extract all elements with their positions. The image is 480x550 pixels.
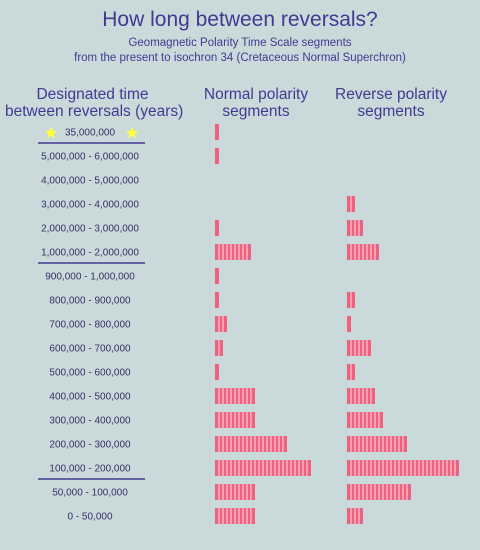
time-column-header-line-1: Designated time: [36, 86, 149, 103]
bar-normal: [215, 316, 227, 332]
row-label: 2,000,000 - 3,000,000: [41, 224, 139, 235]
row-label: 50,000 - 100,000: [52, 488, 128, 499]
bar-reverse: [347, 508, 363, 524]
reverse-column-header-line-2: segments: [357, 103, 425, 120]
bar-normal: [215, 460, 311, 476]
row-label: 700,000 - 800,000: [49, 320, 131, 331]
reverse-column-header-line-1: Reverse polarity: [335, 86, 447, 103]
bar-reverse: [347, 220, 363, 236]
row-label: 0 - 50,000: [67, 512, 112, 523]
chart-subtitle-line-2: from the present to isochron 34 (Cretace…: [74, 52, 406, 64]
row-label: 600,000 - 700,000: [49, 344, 131, 355]
row-label: 35,000,000: [65, 128, 115, 139]
normal-column-header-line-1: Normal polarity: [203, 86, 309, 103]
bar-reverse: [347, 388, 375, 404]
bar-reverse: [347, 484, 411, 500]
row-label: 400,000 - 500,000: [49, 392, 131, 403]
bar-reverse: [347, 364, 355, 380]
bar-normal: [215, 268, 219, 284]
bar-normal: [215, 124, 219, 140]
bar-normal: [215, 148, 219, 164]
row-label: 3,000,000 - 4,000,000: [41, 200, 139, 211]
row-label: 100,000 - 200,000: [49, 464, 131, 475]
bar-reverse: [347, 412, 383, 428]
bar-normal: [215, 340, 223, 356]
row-label: 4,000,000 - 5,000,000: [41, 176, 139, 187]
bar-reverse: [347, 436, 407, 452]
chart-title: How long between reversals?: [102, 8, 378, 31]
bar-normal: [215, 508, 255, 524]
row-label: 800,000 - 900,000: [49, 296, 131, 307]
time-column-header: Designated time between reversals (years…: [5, 86, 184, 120]
bar-normal: [215, 412, 255, 428]
row-label: 500,000 - 600,000: [49, 368, 131, 379]
row-label: 5,000,000 - 6,000,000: [41, 152, 139, 163]
bar-normal: [215, 364, 219, 380]
bar-reverse: [347, 460, 459, 476]
bar-normal: [215, 220, 219, 236]
bar-reverse: [347, 340, 371, 356]
row-label: 1,000,000 - 2,000,000: [41, 248, 139, 259]
star-icon-left: [44, 126, 58, 139]
normal-column-header-line-2: segments: [222, 103, 290, 120]
row-label: 300,000 - 400,000: [49, 416, 131, 427]
row-label: 900,000 - 1,000,000: [45, 272, 135, 283]
bar-normal: [215, 436, 287, 452]
bar-reverse: [347, 316, 351, 332]
row-label: 200,000 - 300,000: [49, 440, 131, 451]
time-column-header-line-2: between reversals (years): [5, 103, 184, 120]
bar-normal: [215, 484, 255, 500]
bar-normal: [215, 388, 255, 404]
normal-column-header: Normal polarity segments: [196, 86, 316, 120]
bar-normal: [215, 292, 219, 308]
bar-normal: [215, 244, 251, 260]
chart-subtitle-line-1: Geomagnetic Polarity Time Scale segments: [128, 37, 352, 49]
bar-reverse: [347, 292, 355, 308]
reverse-column-header: Reverse polarity segments: [326, 86, 456, 120]
bar-reverse: [347, 196, 355, 212]
bar-reverse: [347, 244, 379, 260]
star-icon-right: [125, 126, 139, 139]
